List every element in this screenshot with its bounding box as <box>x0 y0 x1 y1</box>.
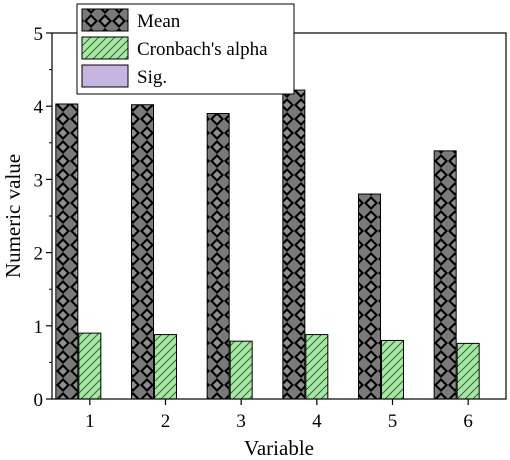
legend-label-2: Sig. <box>137 67 167 88</box>
bar-cronbach-s-alpha-5 <box>381 339 404 400</box>
bar-cronbach-s-alpha-1 <box>78 332 102 400</box>
axes: 0 1 2 3 4 5 1 2 3 4 5 6 Variable Numeric value <box>1 24 507 460</box>
bar-mean-2 <box>131 104 154 400</box>
bar-mean-6 <box>433 150 457 400</box>
legend-label-1: Cronbach's alpha <box>137 39 268 60</box>
legend-swatch-0 <box>81 8 129 32</box>
x-tick-label: 2 <box>161 411 171 432</box>
bar-cronbach-s-alpha-3 <box>229 340 253 400</box>
y-tick-label: 0 <box>34 390 44 411</box>
y-tick-label: 2 <box>34 244 44 265</box>
legend-label-0: Mean <box>137 11 181 32</box>
bar-cronbach-s-alpha-4 <box>305 334 329 400</box>
y-tick-label: 4 <box>34 97 44 118</box>
x-tick-label: 3 <box>236 411 246 432</box>
bar-mean-4 <box>282 89 306 400</box>
plot-area <box>55 89 480 400</box>
y-tick-label: 1 <box>34 317 44 338</box>
bar-mean-3 <box>206 113 230 400</box>
x-tick-label: 1 <box>85 411 95 432</box>
bar-mean-5 <box>358 193 381 400</box>
legend: Mean Cronbach's alpha Sig. <box>76 3 295 95</box>
bar-mean-1 <box>55 103 79 400</box>
x-tick-label: 6 <box>463 411 473 432</box>
x-tick-label: 4 <box>312 411 322 432</box>
legend-swatch-1 <box>81 36 129 60</box>
y-tick-label: 3 <box>34 170 44 191</box>
x-axis-label: Variable <box>244 436 314 460</box>
x-tick-label: 5 <box>388 411 398 432</box>
y-tick-label: 5 <box>34 24 44 45</box>
bar-cronbach-s-alpha-2 <box>154 334 177 400</box>
legend-swatch-2 <box>81 64 129 88</box>
bar-cronbach-s-alpha-6 <box>456 342 480 400</box>
y-axis-label: Numeric value <box>1 154 25 278</box>
